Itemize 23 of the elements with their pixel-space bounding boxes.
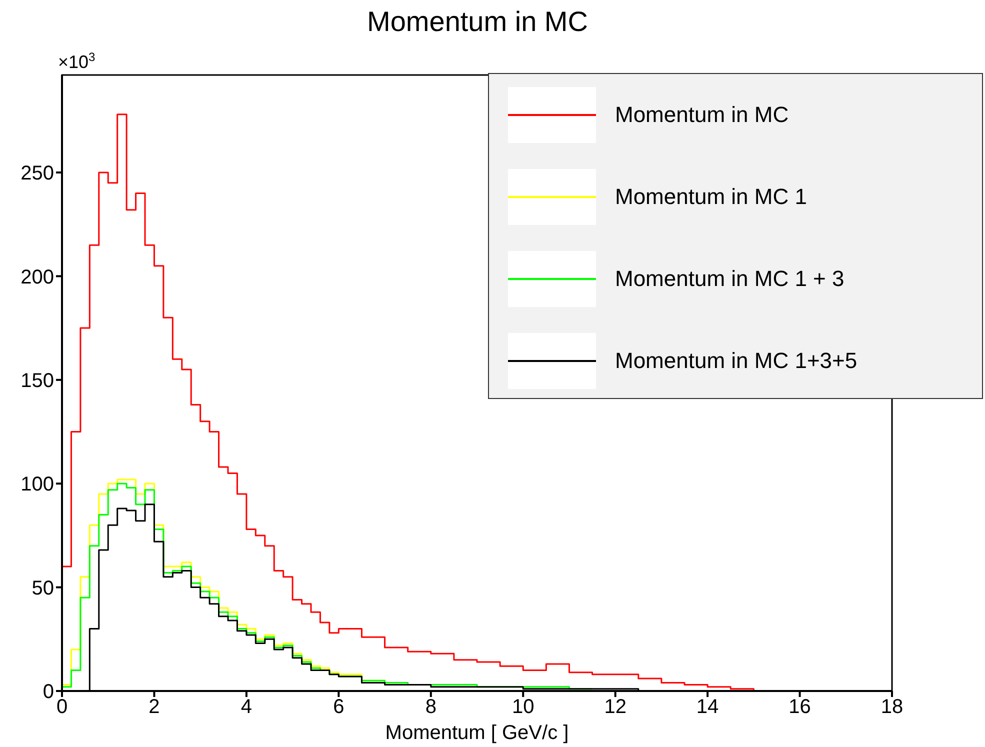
x-tick-label: 2 [148, 696, 160, 718]
text: ×10$^{3}$ [58, 50, 96, 72]
x-tick-label: 14 [696, 696, 719, 718]
x-axis-title: Momentum [ GeV/c ] [385, 722, 569, 744]
legend-label: Momentum in MC 1+3+5 [615, 348, 858, 374]
x-tick-label: 4 [240, 696, 252, 718]
x-tick-label: 10 [512, 696, 534, 718]
y-tick-label: 250 [20, 162, 54, 185]
legend-label: Momentum in MC [615, 102, 789, 128]
x-tick-label: 12 [604, 696, 626, 718]
y-tick-label: 0 [42, 681, 54, 704]
x-tick-label: 16 [788, 696, 811, 718]
legend-label: Momentum in MC 1 + 3 [615, 266, 844, 292]
x-tick-label: 6 [333, 696, 344, 718]
y-tick-label: 100 [20, 474, 54, 496]
x-tick-label: 8 [425, 696, 436, 718]
x-tick-label: 18 [880, 696, 904, 718]
chart-title: Momentum in MC [366, 6, 589, 38]
legend-label: Momentum in MC 1 [615, 184, 807, 210]
x-tick-label: 0 [56, 696, 68, 718]
y-tick-label: 50 [32, 577, 54, 600]
y-tick-label: 200 [20, 266, 54, 288]
y-tick-label: 150 [20, 370, 54, 392]
